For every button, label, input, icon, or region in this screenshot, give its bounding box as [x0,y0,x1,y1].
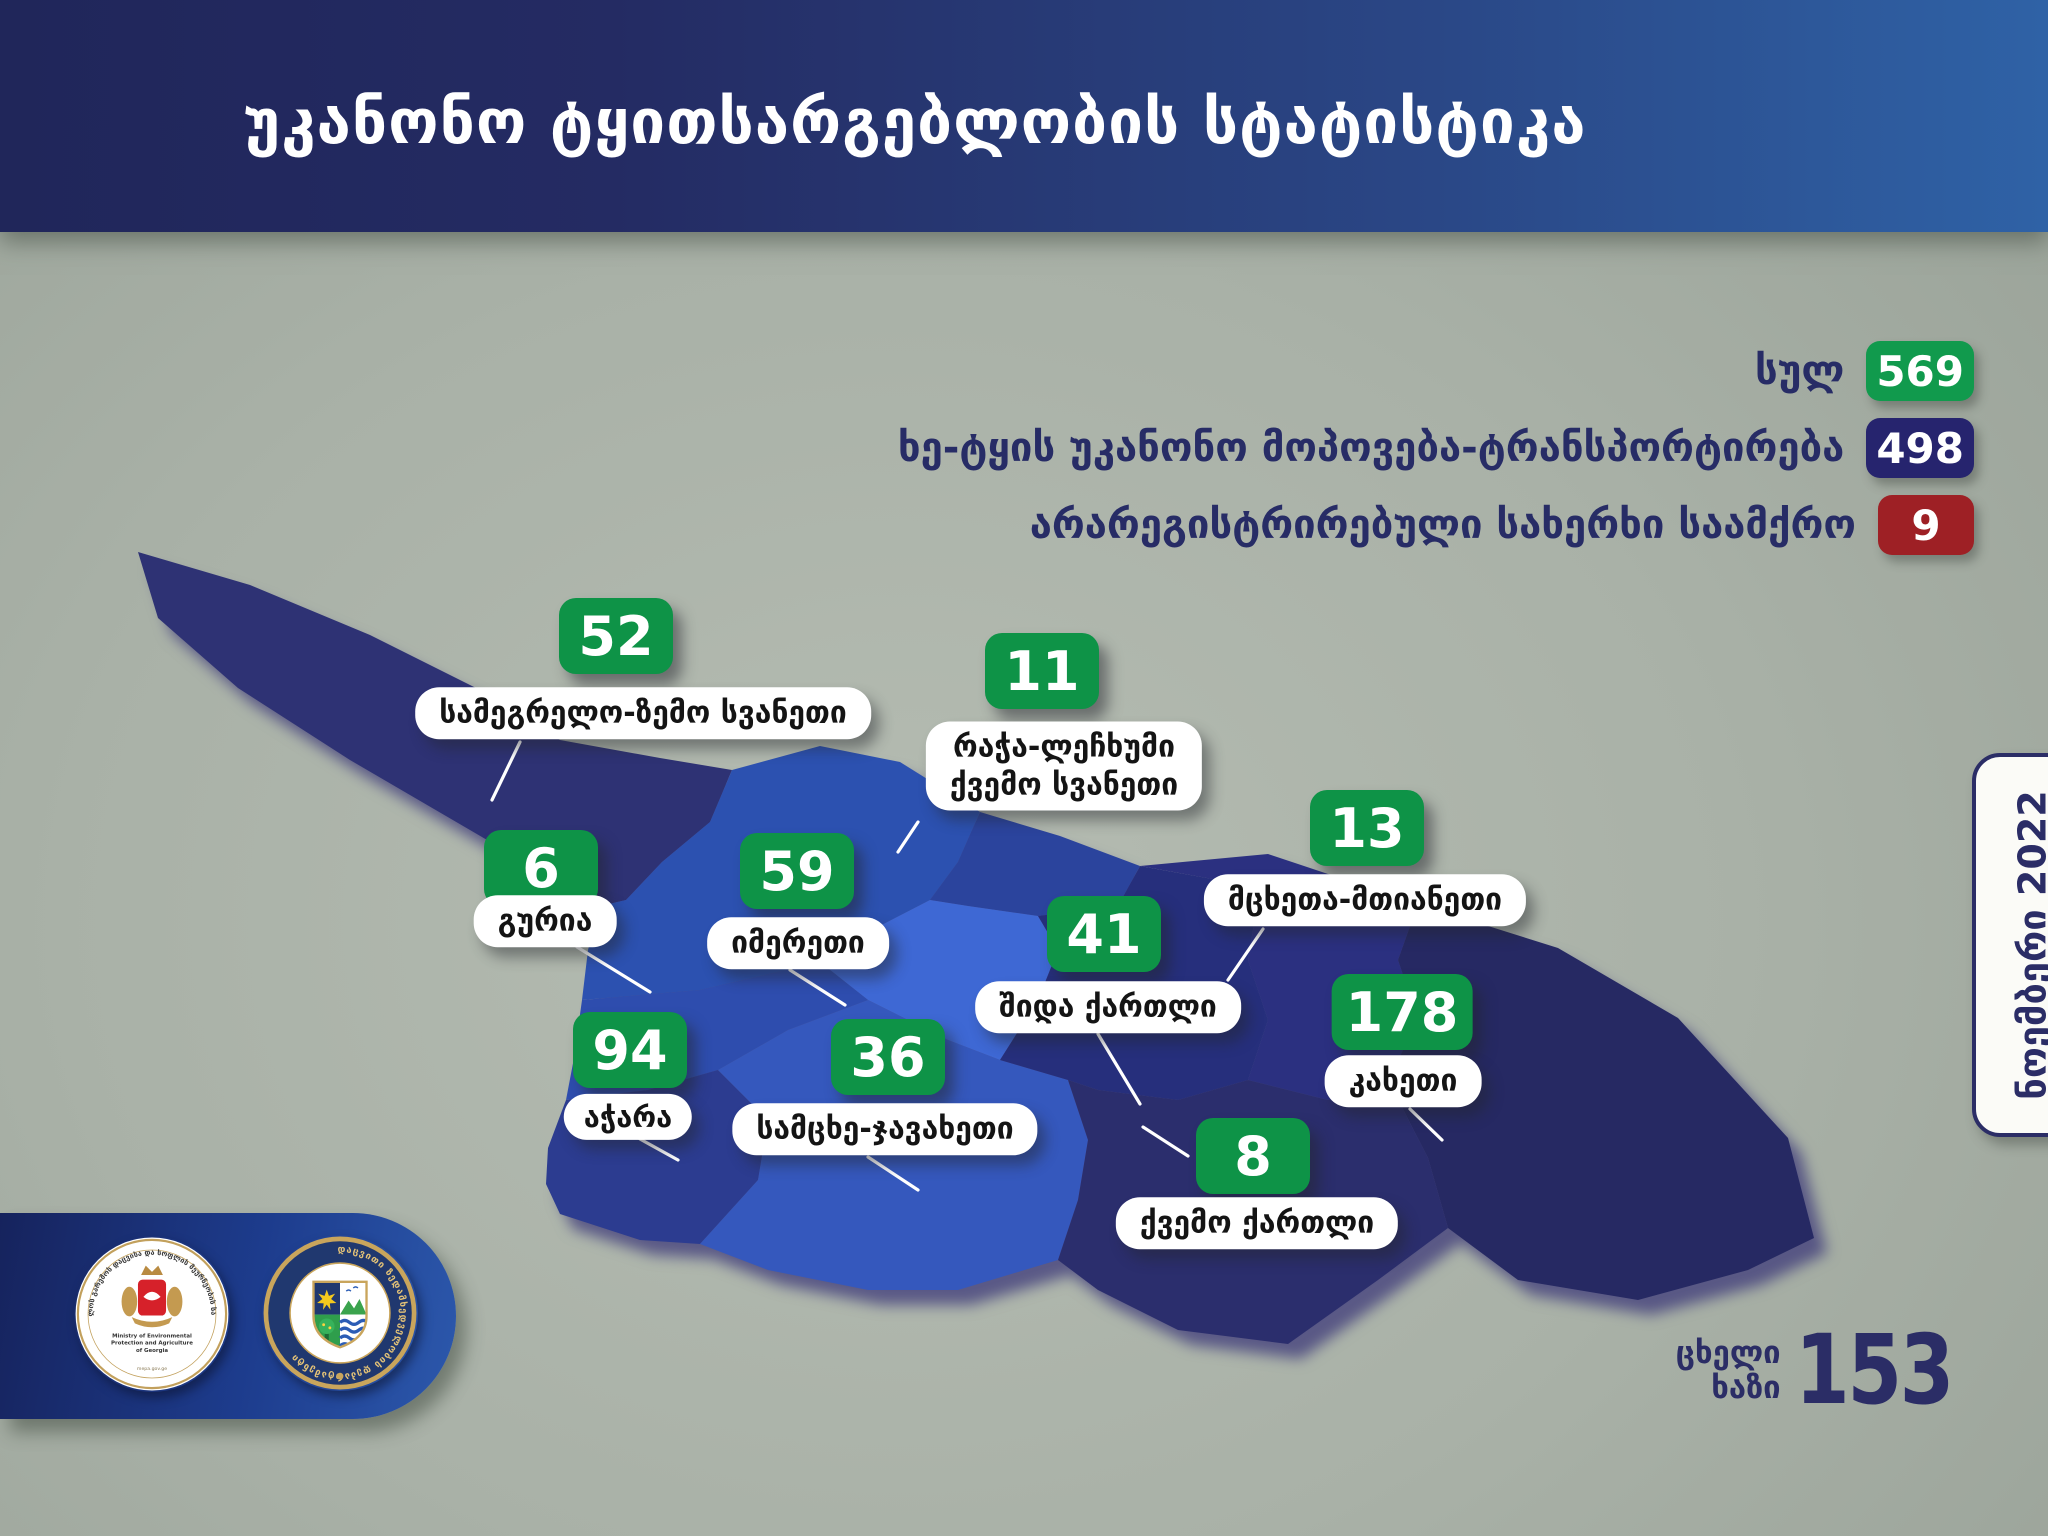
legend-row-total: სულ 569 [1755,341,1974,401]
legend-row-logging: ხე-ტყის უკანონო მოპოვება-ტრანსპორტირება … [898,418,1974,478]
region-name: იმერეთი [731,925,865,961]
count-badge-mtskheta: 13 [1310,790,1424,866]
top-banner: უკანონო ტყითსარგებლობის სტატისტიკა [0,0,2048,232]
leader-lines [490,740,1444,1192]
count-value: 11 [1004,639,1080,703]
region-label-samegrelo: სამეგრელო-ზემო სვანეთი [415,687,871,739]
count-value: 178 [1345,980,1459,1044]
legend-value-total: 569 [1866,341,1974,401]
region-name: რაჭა-ლეჩხუმი [952,729,1176,765]
count-value: 94 [592,1018,668,1082]
ministry-caption-2: Protection and Agriculture [111,1341,193,1347]
hotline: ცხელი ხაზი 153 [1676,1314,1986,1426]
region-name: გურია [497,903,593,939]
count-value: 6 [522,836,560,900]
region-label-kvemo-kartli: ქვემო ქართლი [1115,1197,1399,1249]
count-value: 8 [1234,1124,1272,1188]
waves-icon [338,1318,367,1348]
lion-left-icon [121,1286,138,1317]
region-label-adjara: აჭარა [563,1093,693,1141]
count-badge-shida-kartli: 41 [1047,896,1161,972]
st-george-icon [143,1291,161,1301]
count-badge-adjara: 94 [573,1012,687,1088]
count-badge-samtskhe: 36 [831,1019,945,1095]
legend-value-sawmill: 9 [1878,495,1974,555]
region-label-mtskheta: მცხეთა-მთიანეთი [1203,874,1527,926]
region-label-kakheti: კახეთი [1324,1055,1482,1107]
region-label-guria: გურია [473,895,617,947]
tree-trunk-icon [324,1331,329,1345]
legend-label-logging: ხე-ტყის უკანონო მოპოვება-ტრანსპორტირება [897,425,1845,471]
region-name-line2: ქვემო სვანეთი [949,767,1179,802]
count-badge-kvemo-kartli: 8 [1196,1118,1310,1194]
legend-label-total: სულ [1754,348,1845,394]
region-label-racha: რაჭა-ლეჩხუმი ქვემო სვანეთი [925,721,1203,811]
hotline-label: ცხელი ხაზი [1675,1334,1781,1406]
ribbon-icon [131,1317,173,1328]
sun-icon [317,1289,337,1310]
legend: სულ 569 ხე-ტყის უკანონო მოპოვება-ტრანსპო… [898,341,1974,555]
ministry-caption-3: of Georgia [136,1348,168,1354]
region-label-samtskhe: სამცხე-ჯავახეთი [732,1103,1038,1155]
region-name: შიდა ქართლი [999,989,1217,1025]
hotline-number: 153 [1794,1314,1954,1426]
region-kakheti [1388,904,1814,1300]
count-value: 13 [1329,796,1405,860]
ministry-caption-1: Ministry of Environmental [112,1333,192,1339]
mountains-icon [340,1298,367,1315]
logo-capsule: საქართველოს გარემოს დაცვისა და სოფლის მე… [0,1213,456,1419]
count-badge-racha: 11 [985,633,1099,709]
region-name: აჭარა [583,1099,673,1134]
region-label-shida-kartli: შიდა ქართლი [975,981,1241,1033]
ministry-seal: საქართველოს გარემოს დაცვისა და სოფლის მე… [74,1236,229,1391]
count-value: 36 [850,1025,926,1089]
count-value: 52 [578,604,654,668]
department-seal: გარემოსდაცვითი ზედამხედველობის დეპარტამე… [262,1235,417,1390]
date-pill: ნოემბერი 2022 [1972,753,2048,1137]
legend-row-sawmill: არარეგისტრირებული სახერხი საამქრო 9 [1030,495,1974,555]
region-racha [930,812,1140,916]
count-badge-imereti: 59 [740,833,854,909]
hotline-word-2: ხაზი [1711,1369,1781,1406]
tree-crown-icon [318,1318,335,1335]
count-badge-kakheti: 178 [1331,974,1473,1050]
seal-dot-icon [336,1372,344,1380]
region-name: სამეგრელო-ზემო სვანეთი [439,695,847,731]
region-name: მცხეთა-მთიანეთი [1227,882,1503,918]
count-value: 41 [1066,902,1142,966]
count-value: 59 [759,839,835,903]
count-badge-guria: 6 [484,830,598,906]
date-pill-label: ნოემბერი 2022 [2011,790,2048,1100]
region-name: კახეთი [1348,1063,1458,1099]
legend-value-logging: 498 [1866,418,1974,478]
hotline-word-1: ცხელი [1675,1334,1781,1371]
count-badge-samegrelo: 52 [559,598,673,674]
region-name: ქვემო ქართლი [1139,1205,1375,1241]
page-title: უკანონო ტყითსარგებლობის სტატისტიკა [243,84,1587,158]
lion-right-icon [166,1286,183,1317]
region-name: სამცხე-ჯავახეთი [756,1111,1014,1147]
region-label-imereti: იმერეთი [707,917,889,969]
ministry-url: mepa.gov.ge [137,1367,167,1372]
birds-icon [345,1286,359,1292]
crown-icon [141,1265,163,1275]
legend-label-sawmill: არარეგისტრირებული სახერხი საამქრო [1029,502,1856,548]
